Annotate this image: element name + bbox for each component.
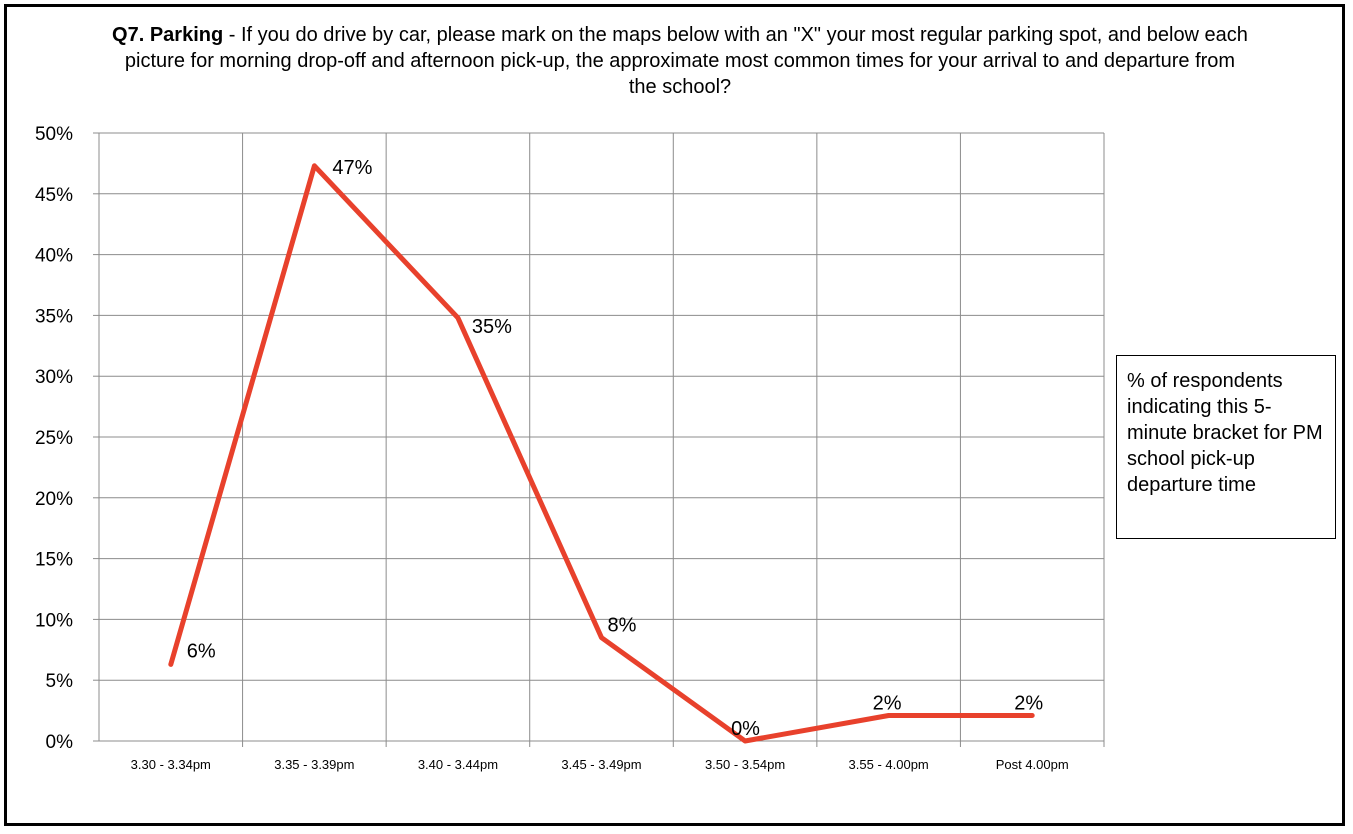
x-tick-label: 3.30 - 3.34pm	[131, 757, 211, 772]
x-tick-label: 3.55 - 4.00pm	[849, 757, 929, 772]
data-label: 0%	[731, 718, 760, 740]
series-line	[168, 163, 1035, 744]
y-tick-labels: 0% 5% 10% 15% 20% 25% 30% 35% 40% 45% 50%	[35, 124, 73, 753]
y-tick-label: 30%	[35, 367, 73, 388]
data-label: 2%	[873, 692, 902, 714]
y-tick-label: 50%	[35, 124, 73, 145]
chart-title-bold: Q7. Parking	[112, 24, 224, 46]
x-tick-label: 3.40 - 3.44pm	[418, 757, 498, 772]
data-label: 47%	[332, 157, 372, 179]
y-tick-label: 25%	[35, 428, 73, 449]
y-tick-label: 5%	[46, 671, 74, 692]
legend-box: % of respondents indicating this 5-minut…	[1116, 355, 1336, 539]
y-tick-label: 15%	[35, 550, 73, 571]
x-tick-label: 3.50 - 3.54pm	[705, 757, 785, 772]
x-tick-label: Post 4.00pm	[996, 757, 1069, 772]
y-tick-label: 35%	[35, 306, 73, 327]
x-tick-labels: 3.30 - 3.34pm 3.35 - 3.39pm 3.40 - 3.44pm 3…	[131, 757, 1069, 772]
grid-lines	[99, 132, 1105, 741]
series-line-layer	[168, 163, 1035, 744]
y-tick-label: 45%	[35, 185, 73, 206]
data-label: 6%	[187, 640, 216, 662]
x-tick-label: 3.45 - 3.49pm	[561, 757, 641, 772]
x-tick-label: 3.35 - 3.39pm	[274, 757, 354, 772]
chart-title-rest: - If you do drive by car, please mark on…	[124, 24, 1248, 98]
axes	[93, 132, 1105, 747]
legend-entry-text: % of respondents indicating this 5-minut…	[1127, 370, 1323, 496]
data-label: 8%	[608, 615, 637, 637]
y-tick-label: 10%	[35, 610, 73, 631]
chart-title: Q7. Parking - If you do drive by car, pl…	[110, 22, 1250, 100]
data-label: 35%	[472, 316, 512, 338]
y-tick-label: 0%	[46, 732, 74, 753]
data-label: 2%	[1014, 692, 1043, 714]
y-tick-label: 20%	[35, 489, 73, 510]
y-tick-label: 40%	[35, 246, 73, 267]
data-labels: 6% 47% 35% 8% 0% 2% 2%	[187, 157, 1044, 740]
